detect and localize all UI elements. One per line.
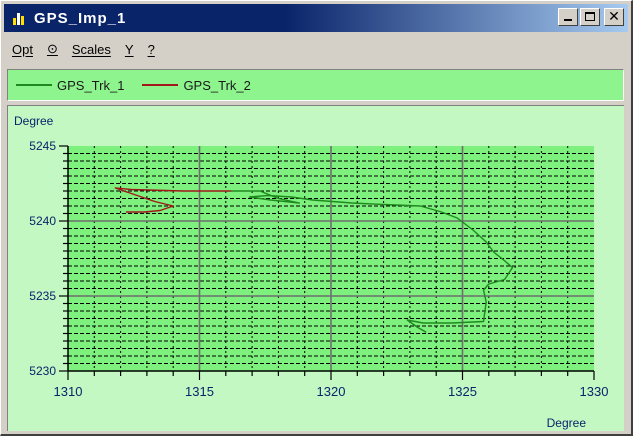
menu-opt[interactable]: Opt	[12, 41, 33, 57]
menu-help[interactable]: ?	[147, 41, 155, 57]
y-tick-label: 5245	[29, 139, 56, 153]
minimize-icon	[564, 19, 572, 21]
legend-entry-trk2[interactable]: GPS_Trk_2	[142, 77, 251, 93]
x-tick-label: 1330	[580, 384, 609, 399]
x-axis-label: Degree	[547, 416, 587, 430]
x-tick-label: 1315	[185, 384, 214, 399]
x-tick-label: 1320	[317, 384, 346, 399]
series-line-2	[114, 187, 232, 213]
legend-label-trk2: GPS_Trk_2	[183, 77, 251, 93]
maximize-button[interactable]	[580, 8, 600, 26]
chart-icon	[11, 10, 27, 26]
legend-entry-trk1[interactable]: GPS_Trk_1	[16, 78, 124, 93]
y-tick-label: 5230	[29, 364, 56, 378]
legend-line-trk1	[16, 84, 52, 86]
legend-label-trk1: GPS_Trk_1	[57, 77, 125, 93]
plot-panel: Degree Degree 1310 1315 1320 1325 1330 5230 52…	[7, 105, 624, 431]
x-tick-label: 1325	[448, 384, 477, 399]
maximize-icon	[585, 12, 595, 21]
menu-symbol[interactable]: ⊙	[46, 41, 58, 56]
minimize-button[interactable]	[558, 8, 578, 26]
legend: GPS_Trk_1 GPS_Trk_2	[7, 69, 624, 101]
y-tick-label: 5235	[29, 289, 56, 303]
close-button[interactable]: ✕	[604, 8, 624, 26]
series-line-1	[231, 190, 514, 333]
close-icon: ✕	[608, 9, 620, 25]
menu-y[interactable]: Y	[124, 41, 134, 57]
y-axis-label: Degree	[14, 114, 54, 128]
title-bar[interactable]: GPS_Imp_1 ✕	[4, 4, 628, 32]
menu-bar: Opt ⊙ Scales Y ?	[4, 34, 628, 64]
menu-scales[interactable]: Scales	[71, 41, 111, 57]
window-title: GPS_Imp_1	[34, 9, 127, 27]
gps-track-chart[interactable]: Degree Degree 1310 1315 1320 1325 1330 5230 52…	[8, 106, 623, 430]
y-tick-label: 5240	[29, 214, 56, 228]
x-tick-label: 1310	[54, 384, 83, 399]
legend-line-trk2	[142, 84, 179, 86]
